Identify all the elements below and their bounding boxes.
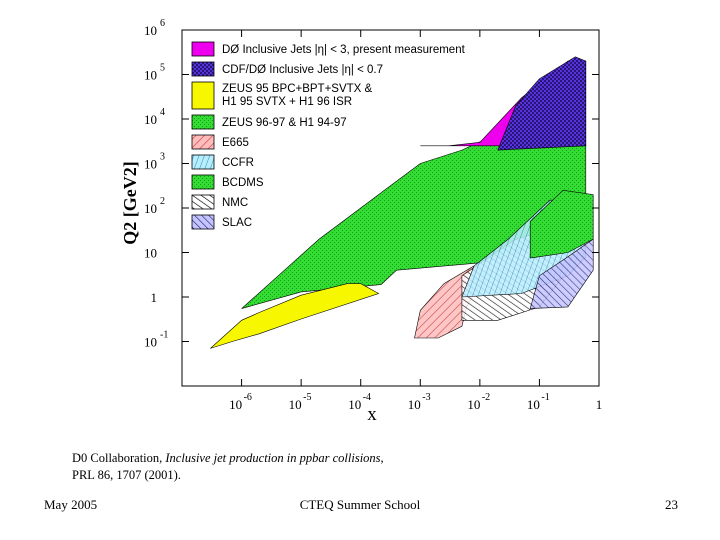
- footer-title: CTEQ Summer School: [299, 497, 421, 512]
- x-tick-exponent: -5: [303, 392, 311, 403]
- legend-swatch-zeus-96-97-h1-94-97: [191, 114, 215, 130]
- y-tick-label: 10: [144, 112, 157, 127]
- legend-swatch-cdf-d-inclusive-jets-0-7: [191, 61, 215, 77]
- y-tick-label: 10: [144, 23, 157, 38]
- legend-label: E665: [222, 137, 249, 149]
- y-tick-exponent: 6: [160, 18, 165, 29]
- legend-swatch-d-inclusive-jets-3-present-measurement: [191, 41, 215, 57]
- legend-label: CCFR: [222, 157, 254, 169]
- legend-label: SLAC: [222, 217, 252, 229]
- y-tick-label: 10: [144, 335, 157, 350]
- region-cdf-d-inclusive-jets-0-7: [497, 56, 587, 151]
- legend-label: ZEUS 96-97 & H1 94-97: [222, 117, 347, 129]
- legend-label: BCDMS: [222, 177, 264, 189]
- footer-date: May 2005: [44, 497, 98, 512]
- legend-swatch-nmc: [191, 194, 215, 210]
- legend-label: ZEUS 95 BPC+BPT+SVTX &: [222, 83, 373, 95]
- y-tick-label: 10: [144, 68, 157, 83]
- x-tick-exponent: -2: [482, 392, 490, 403]
- x-tick-label: 10: [467, 397, 480, 412]
- x-tick-exponent: -3: [422, 392, 430, 403]
- citation-title: Inclusive jet production in ppbar collis…: [165, 451, 381, 465]
- y-tick-label: 10: [144, 201, 157, 216]
- region-zeus-95-bpc-bpt-svtx-h1-95-svtx-h1-96-isr: [210, 283, 380, 349]
- legend-label: NMC: [222, 197, 248, 209]
- legend-swatch-bcdms: [191, 174, 215, 190]
- y-axis-label: Q2 [GeV2]: [120, 161, 140, 244]
- x-tick-label: 10: [408, 397, 421, 412]
- x-tick-label: 10: [289, 397, 302, 412]
- y-tick-exponent: 3: [160, 152, 165, 163]
- legend-swatch-slac: [191, 214, 215, 230]
- legend-label-cont: H1 95 SVTX + H1 96 ISR: [222, 96, 352, 108]
- region-slac: [529, 238, 594, 309]
- citation-comma: ,: [380, 451, 384, 465]
- x-tick-exponent: -1: [541, 392, 549, 403]
- legend: DØ Inclusive Jets |η| < 3, present measu…: [191, 41, 466, 230]
- legend-label: CDF/DØ Inclusive Jets |η| < 0.7: [222, 64, 383, 76]
- citation: D0 Collaboration, Inclusive jet producti…: [72, 450, 384, 484]
- legend-swatch-e665: [191, 134, 215, 150]
- y-tick-exponent: 4: [160, 107, 165, 118]
- legend-label: DØ Inclusive Jets |η| < 3, present measu…: [222, 44, 466, 56]
- x-tick-label: 1: [596, 397, 603, 412]
- series-layer: [210, 56, 594, 349]
- x-tick-exponent: -6: [244, 392, 252, 403]
- citation-journal: PRL 86, 1707 (2001).: [72, 468, 181, 482]
- legend-swatch-ccfr: [191, 154, 215, 170]
- y-tick-label: 10: [144, 157, 157, 172]
- x-tick-label: 10: [229, 397, 242, 412]
- x-tick-exponent: -4: [363, 392, 371, 403]
- footer-page-number: 23: [665, 497, 678, 512]
- x-tick-label: 10: [348, 397, 361, 412]
- y-tick-label: 10: [144, 246, 157, 261]
- citation-authors: D0 Collaboration,: [72, 451, 163, 465]
- legend-swatch-zeus-95-bpc-bpt-svtx-h1-95-svtx-h1-96-isr: [191, 81, 215, 110]
- y-tick-exponent: 2: [160, 196, 165, 207]
- y-tick-label: 1: [151, 290, 158, 305]
- y-tick-exponent: 5: [160, 63, 165, 74]
- region-bcdms: [529, 189, 594, 259]
- y-tick-exponent: -1: [160, 330, 168, 341]
- x-tick-label: 10: [527, 397, 540, 412]
- x-axis-label: x: [367, 404, 377, 425]
- x-axis-ticks: 10 -6 10 -5 10 -4 10 -3 10 -2 10 -1 1: [229, 30, 602, 412]
